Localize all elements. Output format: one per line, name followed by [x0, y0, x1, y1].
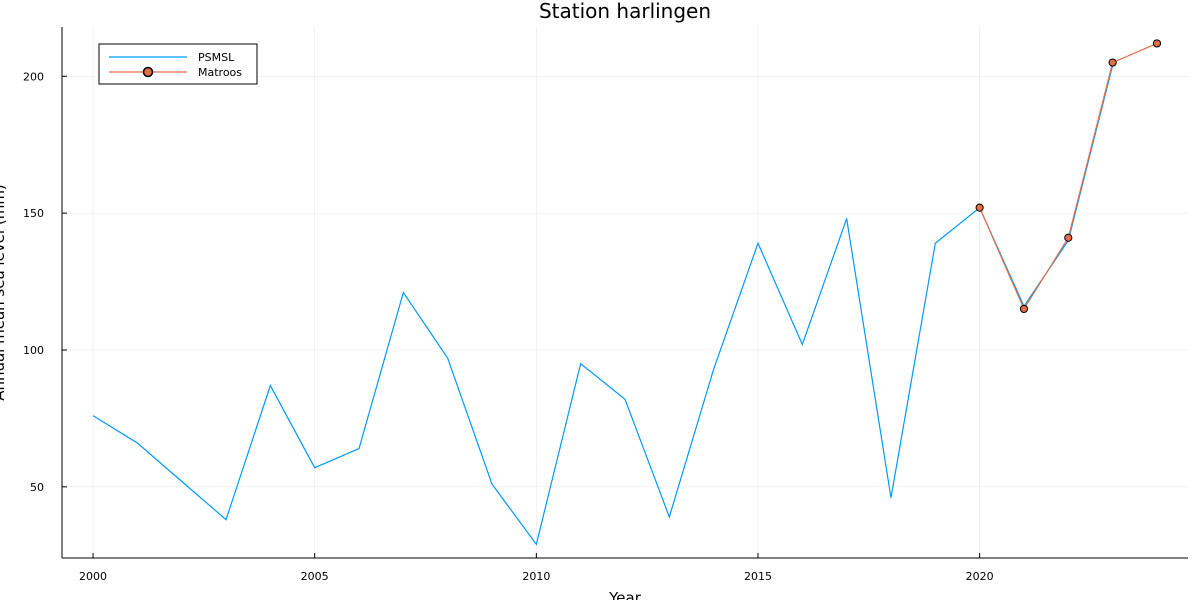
series-line-1 — [979, 42, 1158, 311]
axes: 2000 2005 2010 2015 2020 50 100 150 200 — [23, 27, 1188, 583]
y-tick-label: 50 — [30, 481, 44, 494]
y-axis-label: Annual mean sea level (mm) — [0, 184, 8, 401]
legend-box — [98, 43, 258, 85]
series-line-0 — [92, 65, 1114, 546]
grid — [62, 27, 1188, 558]
chart-title: Station harlingen — [539, 0, 711, 23]
data-point — [1019, 304, 1029, 314]
y-tick-label: 100 — [23, 344, 44, 357]
y-tick-label: 200 — [23, 70, 44, 83]
legend: PSMSL Matroos — [98, 43, 258, 85]
x-tick-label: 2000 — [79, 570, 107, 583]
data-point — [975, 203, 984, 212]
data-point — [1152, 39, 1162, 48]
legend-label: Matroos — [198, 66, 242, 79]
legend-label: PSMSL — [198, 51, 235, 64]
x-axis-label: Year — [608, 589, 642, 600]
y-tick-label: 150 — [23, 207, 44, 220]
x-tick-label: 2005 — [301, 570, 329, 583]
x-tick-label: 2020 — [966, 570, 994, 583]
series-layer — [92, 39, 1162, 546]
x-tick-label: 2015 — [744, 570, 772, 583]
data-point — [1064, 233, 1073, 242]
legend-marker — [142, 66, 154, 78]
x-tick-label: 2010 — [522, 570, 550, 583]
data-point — [1108, 58, 1117, 67]
labels: Station harlingen Year Annual mean sea l… — [0, 0, 711, 604]
